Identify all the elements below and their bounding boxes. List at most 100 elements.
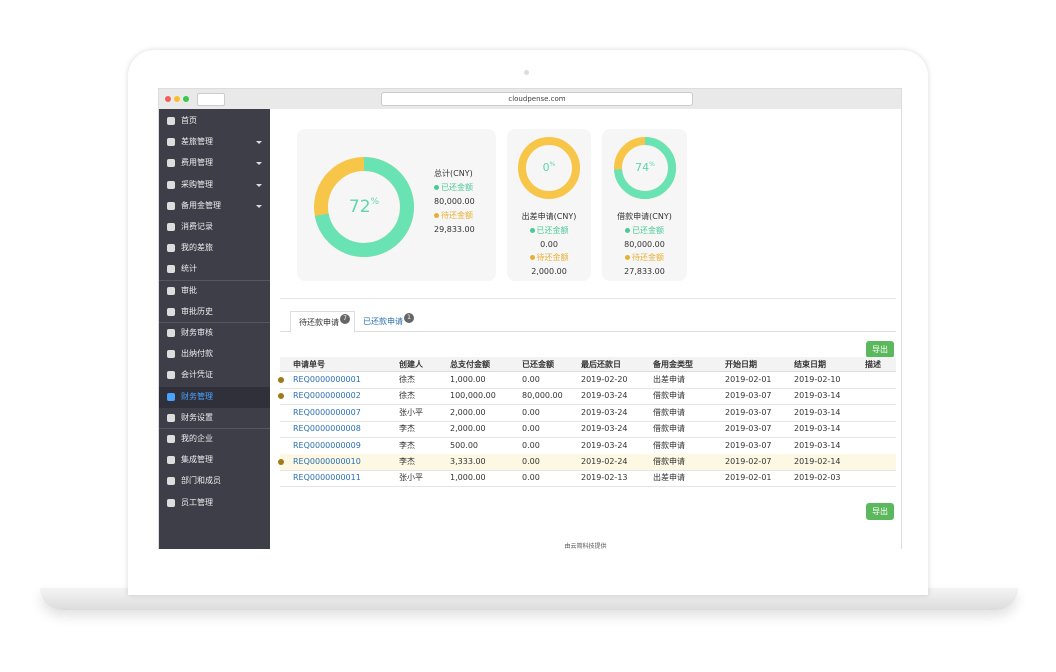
warning-icon — [278, 459, 284, 465]
cell: 2019-03-24 — [581, 424, 628, 434]
request-link[interactable]: REQ0000000001 — [293, 375, 361, 384]
column-header: 总支付金额 — [450, 360, 490, 369]
close-dot[interactable] — [165, 96, 171, 102]
percent: 0 — [543, 161, 550, 174]
nav-item[interactable]: 采购管理 — [159, 175, 270, 196]
card-repaid: 80,000.00 — [624, 239, 665, 249]
cell: 李杰 — [399, 440, 415, 450]
cell: 0.00 — [522, 407, 540, 417]
cell: 借款申请 — [653, 407, 685, 417]
nav-icon — [167, 350, 175, 359]
donut-label: 72% — [349, 197, 380, 218]
export-button[interactable]: 导出 — [866, 341, 894, 358]
card-title: 借款申请(CNY) — [617, 212, 672, 221]
nav-label: 我的差旅 — [181, 243, 213, 253]
nav-item[interactable]: 财务设置 — [159, 408, 270, 429]
tab-underline — [280, 331, 896, 332]
card-repaid-label: 已还金额 — [507, 226, 591, 236]
table-row — [280, 405, 896, 422]
request-link[interactable]: REQ0000000002 — [293, 391, 361, 401]
nav-divider — [159, 428, 270, 429]
nav-icon — [167, 286, 175, 295]
nav-icon — [167, 392, 175, 401]
cell: 借款申请 — [653, 440, 685, 450]
percent: 74 — [635, 161, 649, 174]
cell: 2019-02-03 — [794, 473, 841, 483]
nav-item[interactable]: 审批历史 — [159, 302, 270, 323]
request-link[interactable]: REQ0000000007 — [293, 407, 361, 417]
nav-item[interactable]: 员工管理 — [159, 493, 270, 514]
nav-icon — [167, 180, 175, 189]
donut-label: 74% — [635, 161, 655, 175]
request-link[interactable]: REQ0000000011 — [293, 473, 361, 483]
warning-icon — [278, 393, 284, 400]
nav-icon — [167, 265, 175, 274]
cell: 80,000.00 — [522, 391, 563, 401]
tab-label: 待还款申请 — [299, 318, 339, 327]
nav-item[interactable]: 集成管理 — [159, 450, 270, 471]
nav-icon — [167, 159, 175, 168]
nav-item[interactable]: 财务审核 — [159, 323, 270, 344]
nav-item[interactable]: 首页 — [159, 111, 270, 132]
cell: 0.00 — [522, 375, 540, 384]
column-header: 已还金额 — [522, 360, 554, 369]
card-repaid-label: 已还金额 — [434, 183, 473, 193]
warning-icon — [278, 377, 284, 383]
browser-toolbar: cloudpense.com — [159, 89, 901, 110]
donut-arc — [613, 137, 676, 199]
nav-item[interactable]: 消费记录 — [159, 217, 270, 238]
nav-item[interactable]: 会计凭证 — [159, 365, 270, 386]
request-link[interactable]: REQ0000000010 — [293, 457, 361, 466]
export-button[interactable]: 导出 — [866, 503, 894, 520]
percent-unit: % — [371, 197, 380, 207]
column-header: 结束日期 — [794, 360, 826, 369]
nav-item[interactable]: 差旅管理 — [159, 132, 270, 153]
laptop-bottom-bezel — [128, 549, 928, 589]
footer: 由云简科技提供 — [564, 543, 607, 550]
nav-icon — [167, 413, 175, 422]
tab[interactable]: 待还款申请 7 — [290, 311, 355, 333]
card-repaid: 80,000.00 — [434, 197, 475, 206]
donut-track — [518, 137, 580, 199]
donut-arc — [314, 157, 414, 257]
column-header: 描述 — [865, 360, 881, 369]
tab[interactable]: 已还款申请 1 — [355, 311, 415, 331]
nav-buttons[interactable] — [197, 93, 225, 106]
nav-caret — [256, 162, 262, 166]
column-header: 备用金类型 — [653, 360, 693, 369]
nav-item[interactable]: 我的差旅 — [159, 238, 270, 259]
nav-item[interactable]: 部门和成员 — [159, 471, 270, 492]
table-row — [280, 470, 896, 488]
nav-item[interactable]: 备用金管理 — [159, 196, 270, 217]
nav-item[interactable]: 统计 — [159, 259, 270, 280]
url-bar[interactable]: cloudpense.com — [381, 92, 693, 106]
nav-icon — [167, 244, 175, 253]
cell: 1,000.00 — [450, 375, 486, 384]
donut: 0% — [518, 137, 580, 199]
nav-label: 我的企业 — [181, 434, 213, 443]
nav-label: 财务管理 — [181, 391, 213, 401]
nav-item[interactable]: 出纳付款 — [159, 344, 270, 365]
cell: 张小平 — [399, 473, 423, 483]
min-dot[interactable] — [174, 96, 180, 102]
cell: 2019-03-24 — [581, 407, 628, 417]
nav-item[interactable]: 我的企业 — [159, 429, 270, 450]
card-pending-label: 待还金额 — [434, 211, 473, 221]
nav-item[interactable]: 财务管理 — [159, 386, 270, 408]
card-title: 总计(CNY) — [434, 169, 473, 178]
nav-caret — [256, 183, 262, 187]
table-row — [280, 372, 896, 389]
request-link[interactable]: REQ0000000009 — [293, 440, 361, 450]
cell: 李杰 — [399, 457, 415, 466]
cell: 2019-03-07 — [725, 391, 772, 401]
column-header: 申请单号 — [293, 360, 325, 369]
max-dot[interactable] — [183, 96, 189, 102]
request-link[interactable]: REQ0000000008 — [293, 424, 361, 434]
column-header: 创建人 — [399, 360, 423, 369]
cell: 2019-02-07 — [725, 457, 772, 466]
card-pending: 29,833.00 — [434, 225, 475, 234]
cell: 借款申请 — [653, 457, 685, 466]
nav-label: 备用金管理 — [181, 200, 221, 210]
nav-item[interactable]: 审批 — [159, 281, 270, 302]
nav-item[interactable]: 费用管理 — [159, 153, 270, 174]
